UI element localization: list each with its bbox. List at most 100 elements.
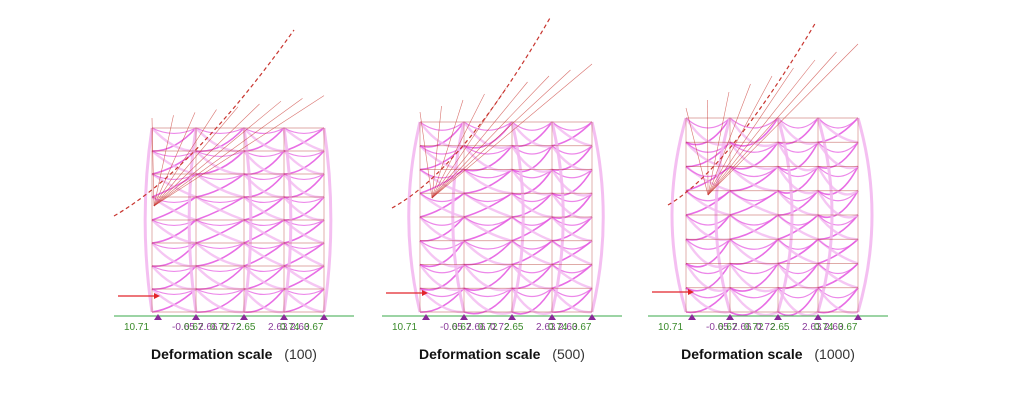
deformed-line: [419, 111, 433, 199]
beam-member: [551, 121, 593, 131]
base-reaction-label: 0.67: [838, 322, 858, 333]
members-group: [670, 117, 874, 317]
base-reaction-label: -0.65: [172, 322, 195, 333]
base-reaction-label: 2.65: [504, 322, 524, 333]
beam-member: [243, 265, 285, 273]
support-marker: [460, 314, 468, 320]
brace-member: [777, 238, 819, 265]
support-marker: [854, 314, 862, 320]
beam-member: [151, 173, 197, 181]
base-reaction-label: 2.65: [770, 322, 790, 333]
beam-member: [283, 265, 325, 273]
brace-member: [151, 265, 197, 291]
beam-member: [195, 242, 245, 250]
beam-member: [511, 192, 553, 203]
brace-member: [243, 219, 285, 245]
brace-member: [729, 189, 779, 217]
beam-member: [463, 121, 513, 131]
deformed-line: [707, 51, 837, 196]
deformed-line: [707, 43, 859, 196]
column-member: [143, 127, 154, 313]
caption-scale-1000: Deformation scale (1000): [618, 346, 918, 362]
base-reaction-label: 10.71: [392, 322, 417, 333]
brace-member: [817, 287, 859, 314]
base-reaction-label: 2.63: [802, 322, 822, 333]
brace-member: [728, 287, 779, 317]
base-reaction-label: 0.72: [210, 322, 230, 333]
brace-member: [195, 242, 245, 268]
brace-member: [243, 196, 285, 222]
support-marker: [688, 314, 696, 320]
brace-member: [151, 288, 197, 314]
column-member: [590, 121, 605, 313]
beam-member: [777, 287, 819, 299]
beam-member: [551, 264, 593, 274]
beam-member: [243, 150, 285, 158]
beam-member: [551, 240, 593, 250]
deformed-line: [153, 106, 239, 207]
brace-member: [816, 165, 859, 196]
deformed-line: [153, 95, 325, 207]
support-marker: [422, 314, 430, 320]
brace-member: [195, 288, 245, 314]
base-reaction-label: 0.72: [756, 322, 776, 333]
deformed-line: [153, 109, 217, 207]
brace-member: [550, 168, 593, 197]
beam-member: [195, 219, 245, 227]
panel-scale-500: 10.71 -0.65 0.67 2.66 0.72 0.72 2.65 2.63 0.74 2.…: [352, 0, 652, 408]
deformed-line: [431, 63, 593, 199]
caption-scale-100: Deformation scale (100): [84, 346, 384, 362]
beam-member: [685, 117, 731, 129]
base-reaction-label: 2.66: [466, 322, 486, 333]
brace-member: [511, 121, 553, 148]
base-reaction-label: 10.71: [658, 322, 683, 333]
beam-member: [817, 141, 859, 153]
caption-scale-500: Deformation scale (500): [352, 346, 652, 362]
beam-member: [729, 238, 779, 250]
base-reaction-label: 0.67: [184, 322, 204, 333]
brace-member: [195, 173, 245, 198]
column-member: [407, 121, 422, 313]
brace-member: [283, 127, 325, 153]
beam-member: [419, 192, 465, 203]
support-marker: [320, 314, 328, 320]
brace-member: [777, 238, 819, 265]
deformed-line: [707, 59, 816, 196]
load-arrow-head: [154, 293, 160, 299]
brace-member: [283, 242, 325, 268]
beam-member: [283, 219, 325, 227]
brace-member: [729, 214, 779, 241]
brace-member: [729, 238, 779, 266]
support-marker: [726, 314, 734, 320]
brace-member: [511, 192, 553, 219]
beam-member: [463, 216, 513, 226]
frame-group: [419, 121, 593, 313]
base-reaction-label: 0.67: [572, 322, 592, 333]
brace-member: [550, 192, 593, 220]
deformed-line: [431, 99, 464, 199]
structure-diagram-500: 10.71 -0.650.672.660.720.722.65 2.630.742.…: [382, 17, 622, 333]
brace-member: [463, 263, 513, 292]
brace-member: [195, 265, 245, 291]
deformed-line: [153, 100, 282, 207]
beam-member: [243, 242, 285, 250]
brace-member: [419, 144, 465, 171]
brace-member: [243, 242, 285, 268]
beam-member: [195, 196, 245, 204]
beam-member: [151, 219, 197, 227]
beam-member: [817, 287, 859, 299]
beam-member: [729, 166, 779, 178]
beam-member: [195, 173, 245, 181]
support-marker: [588, 314, 596, 320]
brace-member: [243, 127, 285, 153]
brace-member: [729, 165, 779, 192]
brace-member: [777, 189, 819, 217]
beam-member: [685, 190, 731, 202]
brace-member: [777, 190, 819, 216]
brace-member: [283, 265, 325, 291]
beam-member: [463, 192, 513, 203]
deformed-line: [707, 91, 730, 196]
support-marker: [280, 314, 288, 320]
beam-member: [243, 127, 285, 135]
brace-member: [776, 117, 819, 145]
